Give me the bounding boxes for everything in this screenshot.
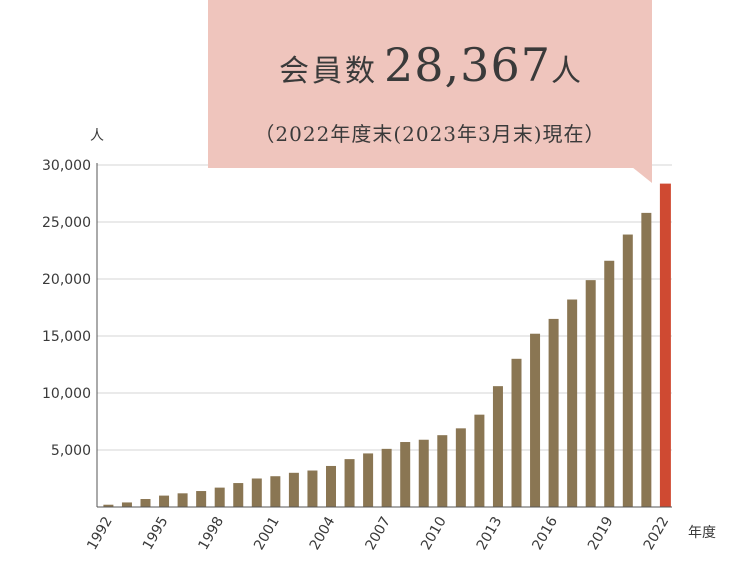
- y-tick-labels: 5,000 10,000 15,000 20,000 25,000 30,000: [42, 158, 91, 459]
- bar-2010: [437, 435, 448, 507]
- bar-2017: [567, 299, 578, 507]
- bar-2011: [455, 428, 466, 507]
- bar-1995: [159, 495, 170, 507]
- member-count-callout: 会員数 28,367人 （2022年度末(2023年3月末)現在）: [208, 0, 652, 168]
- bar-2022: [659, 183, 671, 507]
- x-tick-labels: 1992 1995 1998 2001 2004 2007 2010 2013 2016 2019…: [84, 514, 672, 553]
- x-tick-label: 2019: [585, 514, 617, 553]
- bar-2014: [511, 358, 522, 507]
- y-axis-unit: 人: [90, 128, 104, 144]
- bar-1996: [177, 493, 188, 507]
- bar-1997: [196, 491, 207, 507]
- callout-unit: 人: [550, 54, 581, 89]
- y-tick-label: 25,000: [42, 215, 91, 231]
- x-tick-label: 2013: [474, 514, 506, 553]
- bar-1998: [214, 487, 225, 507]
- y-tick-label: 5,000: [51, 443, 91, 459]
- bar-2000: [251, 478, 262, 507]
- bar-2002: [288, 472, 299, 507]
- callout-note: （2022年度末(2023年3月末)現在）: [254, 122, 606, 146]
- x-tick-label: 2007: [362, 514, 394, 553]
- bar-2009: [418, 439, 429, 507]
- bar-1993: [121, 502, 132, 507]
- x-tick-label: 2022: [641, 514, 673, 553]
- x-tick-label: 1992: [84, 514, 116, 553]
- bar-2007: [381, 448, 392, 507]
- callout-label: 会員数: [279, 54, 379, 89]
- callout-headline: 会員数 28,367人: [208, 38, 652, 92]
- y-tick-label: 20,000: [42, 272, 91, 288]
- bar-1999: [233, 483, 244, 507]
- bar-2018: [585, 280, 596, 507]
- x-tick-label: 2016: [529, 514, 561, 553]
- bars: [103, 183, 671, 508]
- bar-2015: [530, 333, 541, 507]
- y-tick-label: 30,000: [42, 158, 91, 174]
- bar-1992: [103, 504, 114, 507]
- bar-2020: [622, 234, 633, 508]
- bar-2012: [474, 414, 485, 507]
- bar-2021: [641, 212, 652, 507]
- bar-2016: [548, 318, 559, 507]
- bar-2019: [604, 260, 615, 507]
- y-tick-label: 10,000: [42, 386, 91, 402]
- callout-pointer: [632, 167, 652, 183]
- x-tick-label: 2004: [307, 514, 339, 553]
- x-tick-label: 2010: [418, 514, 450, 553]
- x-axis-unit: 年度: [688, 525, 716, 541]
- bar-1994: [140, 499, 151, 507]
- y-tick-label: 15,000: [42, 329, 91, 345]
- bar-2006: [363, 453, 374, 507]
- bar-2008: [400, 442, 411, 507]
- bar-2013: [492, 386, 503, 507]
- x-tick-label: 1995: [140, 514, 172, 553]
- bar-2003: [307, 470, 318, 507]
- x-tick-label: 1998: [195, 514, 227, 553]
- bar-2005: [344, 459, 355, 507]
- x-tick-label: 2001: [251, 514, 283, 553]
- callout-number: 28,367: [384, 38, 551, 92]
- bar-2004: [326, 465, 336, 507]
- bar-2001: [270, 476, 281, 507]
